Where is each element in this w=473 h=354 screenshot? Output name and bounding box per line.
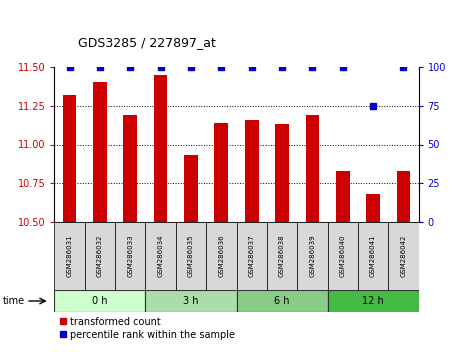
Bar xyxy=(245,120,259,222)
Text: GDS3285 / 227897_at: GDS3285 / 227897_at xyxy=(78,36,216,49)
Bar xyxy=(306,115,319,222)
Bar xyxy=(275,124,289,222)
Text: GSM286034: GSM286034 xyxy=(158,235,164,277)
Text: 6 h: 6 h xyxy=(274,296,290,306)
Bar xyxy=(63,95,77,222)
Bar xyxy=(154,75,167,222)
Text: GSM286033: GSM286033 xyxy=(127,235,133,277)
Text: 12 h: 12 h xyxy=(362,296,384,306)
Bar xyxy=(366,194,380,222)
Bar xyxy=(206,222,236,290)
Bar xyxy=(54,290,146,312)
Bar xyxy=(396,171,410,222)
Text: 3 h: 3 h xyxy=(183,296,199,306)
Text: GSM286040: GSM286040 xyxy=(340,235,346,277)
Bar xyxy=(388,222,419,290)
Text: GSM286041: GSM286041 xyxy=(370,235,376,277)
Text: time: time xyxy=(2,296,25,306)
Bar xyxy=(214,123,228,222)
Bar xyxy=(236,222,267,290)
Bar xyxy=(327,222,358,290)
Bar xyxy=(145,290,236,312)
Bar xyxy=(123,115,137,222)
Text: GSM286035: GSM286035 xyxy=(188,235,194,277)
Bar xyxy=(297,222,327,290)
Text: GSM286032: GSM286032 xyxy=(97,235,103,277)
Text: GSM286031: GSM286031 xyxy=(67,235,72,277)
Bar xyxy=(236,290,327,312)
Text: GSM286042: GSM286042 xyxy=(401,235,406,277)
Bar xyxy=(85,222,115,290)
Text: 0 h: 0 h xyxy=(92,296,108,306)
Text: GSM286038: GSM286038 xyxy=(279,235,285,277)
Text: GSM286037: GSM286037 xyxy=(249,235,254,277)
Text: GSM286036: GSM286036 xyxy=(219,235,224,277)
Bar xyxy=(358,222,388,290)
Bar xyxy=(267,222,297,290)
Bar xyxy=(184,155,198,222)
Bar xyxy=(145,222,176,290)
Bar xyxy=(93,82,107,222)
Legend: transformed count, percentile rank within the sample: transformed count, percentile rank withi… xyxy=(59,317,235,340)
Bar xyxy=(54,222,85,290)
Bar xyxy=(336,171,350,222)
Text: GSM286039: GSM286039 xyxy=(309,235,315,277)
Bar xyxy=(176,222,206,290)
Bar xyxy=(327,290,419,312)
Bar xyxy=(115,222,146,290)
